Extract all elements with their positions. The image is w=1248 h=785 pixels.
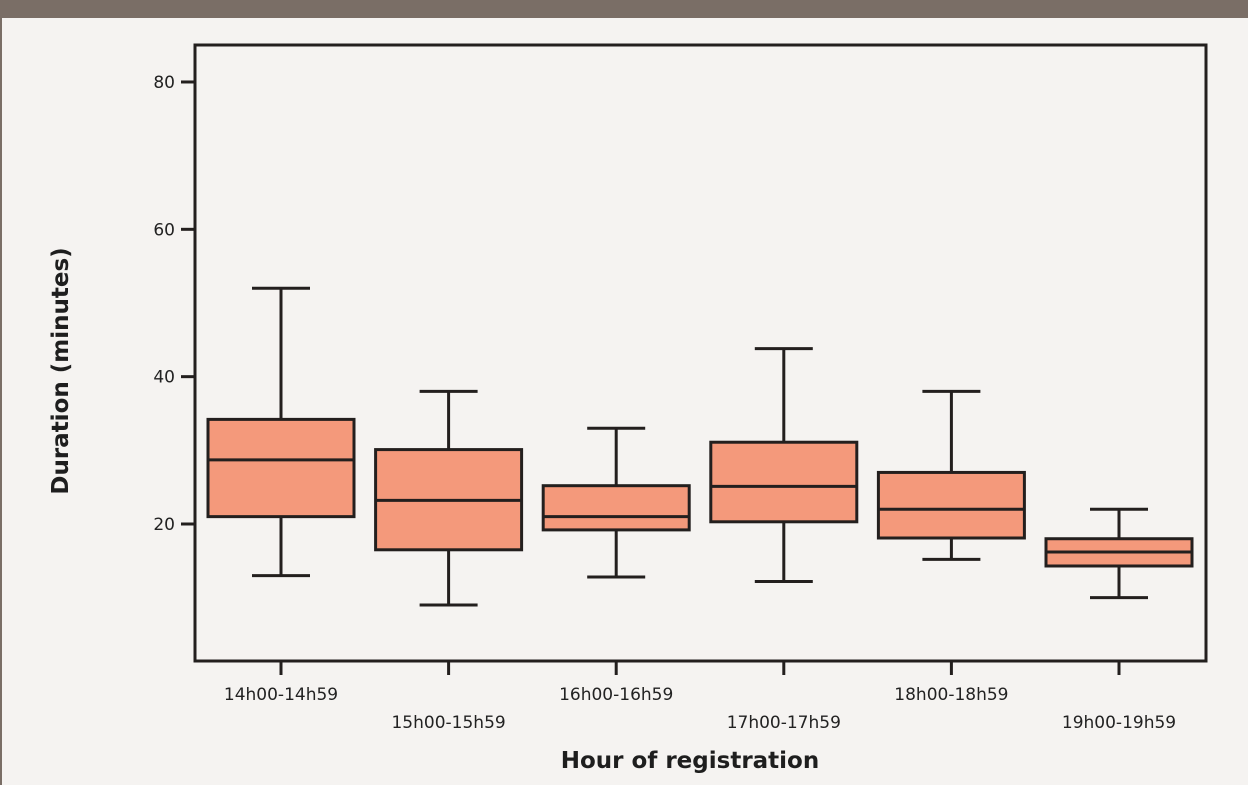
iqr-box <box>876 470 1026 540</box>
x-axis-title: Hour of registration <box>561 748 819 774</box>
iqr-box <box>709 440 859 524</box>
left-rule <box>0 18 2 785</box>
x-tick-label: 19h00-19h59 <box>1062 713 1176 733</box>
y-tick-label: 40 <box>153 368 175 388</box>
x-tick-label: 17h00-17h59 <box>727 713 841 733</box>
x-tick-label: 18h00-18h59 <box>894 685 1008 705</box>
box-series <box>206 286 1194 607</box>
y-tick-label: 20 <box>153 515 175 535</box>
iqr-box <box>206 417 356 519</box>
x-tick-label: 15h00-15h59 <box>391 713 505 733</box>
y-tick-label: 60 <box>153 220 175 240</box>
x-tick-label: 14h00-14h59 <box>224 685 338 705</box>
plot-frame <box>193 43 1208 663</box>
y-axis-title: Duration (minutes) <box>48 247 74 494</box>
top-band <box>0 0 1248 18</box>
x-tick-label: 16h00-16h59 <box>559 685 673 705</box>
y-axis: 20 40 60 80 <box>153 73 195 535</box>
iqr-box <box>541 484 691 532</box>
x-axis: 14h00-14h59 15h00-15h59 16h00-16h59 17h00-1… <box>224 661 1176 733</box>
y-tick-label: 80 <box>153 73 175 93</box>
